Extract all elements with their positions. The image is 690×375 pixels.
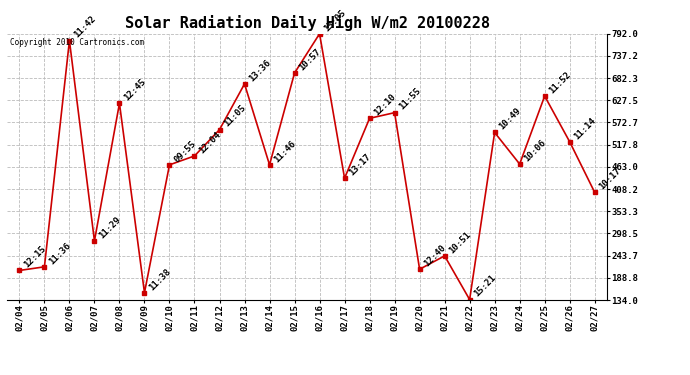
Text: 11:38: 11:38 — [147, 267, 172, 292]
Text: 12:40: 12:40 — [422, 243, 448, 268]
Text: 10:57: 10:57 — [297, 47, 323, 72]
Text: Copyright 2010 Cartronics.com: Copyright 2010 Cartronics.com — [10, 38, 144, 47]
Text: 13:17: 13:17 — [347, 152, 373, 177]
Text: 12:10: 12:10 — [373, 92, 397, 117]
Text: 10:49: 10:49 — [497, 106, 523, 132]
Text: 11:42: 11:42 — [72, 15, 97, 40]
Text: 12:15: 12:15 — [22, 244, 48, 270]
Text: 13:36: 13:36 — [247, 58, 273, 83]
Text: 10:17: 10:17 — [598, 166, 623, 192]
Text: 15:21: 15:21 — [473, 273, 497, 299]
Text: 09:55: 09:55 — [172, 139, 197, 164]
Text: 12:45: 12:45 — [122, 77, 148, 103]
Text: 11:05: 11:05 — [222, 104, 248, 129]
Text: 11:36: 11:36 — [47, 241, 72, 266]
Text: 11:52: 11:52 — [547, 70, 573, 95]
Text: 12:04: 12:04 — [197, 130, 223, 155]
Text: 13:05: 13:05 — [322, 8, 348, 33]
Text: 11:55: 11:55 — [397, 87, 423, 112]
Text: 11:29: 11:29 — [97, 215, 123, 240]
Text: 10:06: 10:06 — [522, 138, 548, 163]
Text: 10:51: 10:51 — [447, 230, 473, 255]
Text: 11:14: 11:14 — [573, 116, 598, 141]
Text: 11:46: 11:46 — [273, 139, 297, 164]
Title: Solar Radiation Daily High W/m2 20100228: Solar Radiation Daily High W/m2 20100228 — [125, 15, 489, 31]
